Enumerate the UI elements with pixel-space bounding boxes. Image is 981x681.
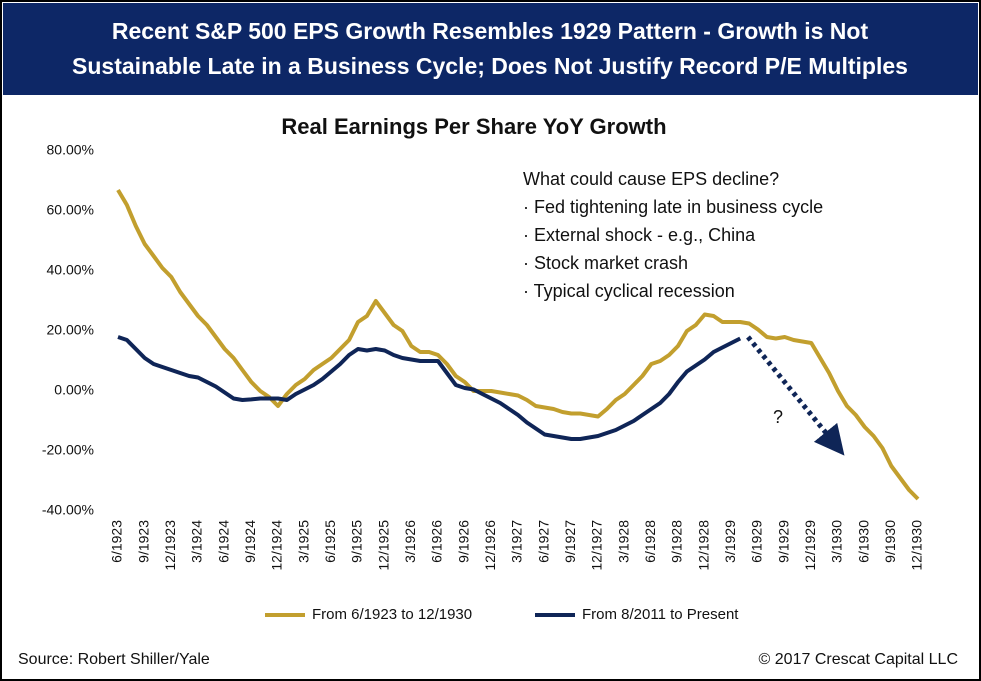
y-tick-label: -20.00% bbox=[42, 442, 94, 458]
x-tick-label: 6/1924 bbox=[215, 520, 231, 563]
x-tick-label: 6/1927 bbox=[535, 520, 551, 563]
annotation: ? bbox=[773, 407, 783, 427]
x-tick-label: 12/1930 bbox=[909, 520, 925, 571]
copyright: © 2017 Crescat Capital LLC bbox=[759, 651, 958, 668]
series-line bbox=[117, 335, 742, 441]
chart-title: Real Earnings Per Share YoY Growth bbox=[281, 114, 666, 139]
series-line bbox=[116, 188, 920, 501]
arrow bbox=[746, 335, 845, 456]
x-tick-label: 9/1926 bbox=[455, 520, 471, 563]
x-tick-label: 3/1926 bbox=[402, 520, 418, 563]
x-tick-label: 6/1926 bbox=[429, 520, 445, 563]
header-line: Sustainable Late in a Business Cycle; Do… bbox=[72, 53, 908, 79]
header-line: Recent S&P 500 EPS Growth Resembles 1929… bbox=[112, 18, 869, 44]
annotation: What could cause EPS decline? bbox=[523, 169, 779, 189]
x-tick-label: 6/1928 bbox=[642, 520, 658, 563]
annotation: · Stock market crash bbox=[523, 253, 688, 273]
x-tick-label: 6/1923 bbox=[109, 520, 125, 563]
y-tick-label: 20.00% bbox=[47, 322, 94, 338]
x-tick-label: 12/1923 bbox=[162, 520, 178, 571]
x-tick-label: 9/1923 bbox=[135, 520, 151, 563]
legend-label: From 8/2011 to Present bbox=[582, 606, 739, 623]
x-tick-label: 9/1925 bbox=[349, 520, 365, 563]
x-tick-label: 6/1930 bbox=[855, 520, 871, 563]
x-tick-label: 9/1928 bbox=[669, 520, 685, 563]
x-tick-label: 9/1924 bbox=[242, 520, 258, 563]
x-tick-label: 3/1925 bbox=[295, 520, 311, 563]
y-tick-label: 40.00% bbox=[47, 262, 94, 278]
x-tick-label: 3/1930 bbox=[829, 520, 845, 563]
legend-label: From 6/1923 to 12/1930 bbox=[312, 606, 472, 623]
x-tick-label: 3/1927 bbox=[509, 520, 525, 563]
x-tick-label: 9/1929 bbox=[775, 520, 791, 563]
x-tick-label: 12/1927 bbox=[589, 520, 605, 571]
annotation: · Typical cyclical recession bbox=[523, 281, 735, 301]
x-tick-label: 12/1928 bbox=[695, 520, 711, 571]
x-tick-label: 12/1929 bbox=[802, 520, 818, 571]
x-tick-label: 12/1926 bbox=[482, 520, 498, 571]
x-tick-label: 3/1924 bbox=[189, 520, 205, 563]
x-tick-label: 12/1925 bbox=[375, 520, 391, 571]
y-tick-label: 80.00% bbox=[47, 142, 94, 158]
source: Source: Robert Shiller/Yale bbox=[18, 651, 210, 668]
x-tick-label: 12/1924 bbox=[269, 520, 285, 571]
x-tick-label: 3/1929 bbox=[722, 520, 738, 563]
x-tick-label: 9/1927 bbox=[562, 520, 578, 563]
annotation: · External shock - e.g., China bbox=[523, 225, 756, 245]
y-tick-label: -40.00% bbox=[42, 502, 94, 518]
x-tick-label: 3/1928 bbox=[615, 520, 631, 563]
y-tick-label: 60.00% bbox=[47, 202, 94, 218]
x-tick-label: 6/1925 bbox=[322, 520, 338, 563]
annotation: · Fed tightening late in business cycle bbox=[523, 197, 823, 217]
y-tick-label: 0.00% bbox=[54, 382, 94, 398]
header-band bbox=[3, 3, 978, 95]
x-tick-label: 9/1930 bbox=[882, 520, 898, 563]
x-tick-label: 6/1929 bbox=[749, 520, 765, 563]
